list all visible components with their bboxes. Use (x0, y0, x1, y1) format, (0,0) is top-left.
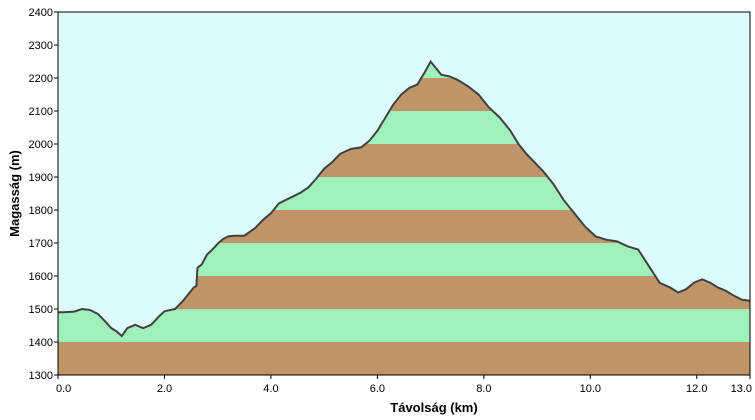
x-tick-label: 12.0 (686, 383, 707, 395)
x-tick-label: 13.0 (731, 383, 752, 395)
y-axis-title: Magasság (m) (7, 150, 22, 237)
x-tick-label: 0.0 (56, 383, 71, 395)
plot-frame (57, 11, 751, 376)
plot-area (57, 11, 751, 376)
x-tick-label: 10.0 (580, 383, 601, 395)
y-tick-label: 1400 (29, 337, 53, 349)
elevation-band (58, 309, 750, 342)
x-tick-label: 4.0 (263, 383, 278, 395)
x-axis-title: Távolság (km) (390, 400, 477, 415)
x-tick-label: 6.0 (370, 383, 385, 395)
y-tick-label: 1700 (29, 238, 53, 250)
elevation-profile-line (58, 59, 751, 338)
y-tick-label: 1900 (29, 172, 53, 184)
y-tick-label: 1600 (29, 271, 53, 283)
x-tick-label: 2.0 (157, 383, 172, 395)
y-tick-label: 2400 (29, 7, 53, 19)
y-tick-label: 2000 (29, 139, 53, 151)
y-tick-label: 2200 (29, 73, 53, 85)
y-tick-label: 1800 (29, 205, 53, 217)
y-tick-label: 1500 (29, 304, 53, 316)
y-axis: 1300 1400 1500 1600 1700 1800 1900 2000 2100 2200… (29, 7, 58, 382)
y-tick-label: 2100 (29, 106, 53, 118)
x-axis: 0.0 2.0 4.0 6.0 8.0 10.0 12.0 13.0 (56, 375, 752, 395)
y-tick-label: 1300 (29, 370, 53, 382)
x-tick-label: 8.0 (476, 383, 491, 395)
y-tick-label: 2300 (29, 40, 53, 52)
elevation-band (58, 342, 750, 375)
